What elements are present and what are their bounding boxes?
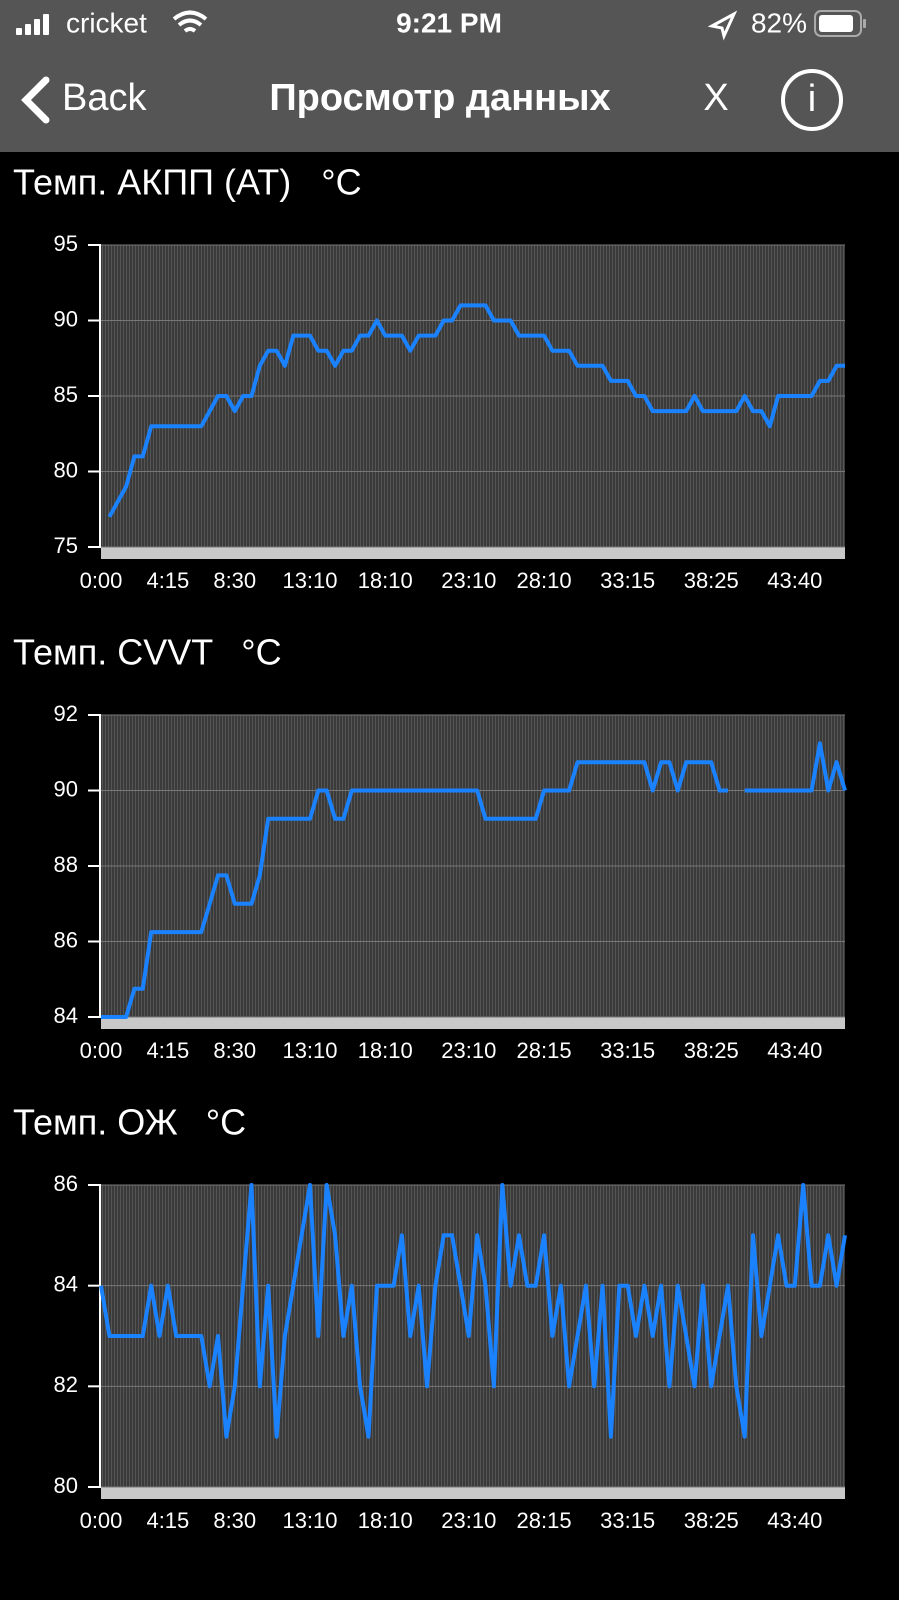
x-tick-label: 28:10 — [517, 568, 572, 593]
y-tick-label: 86 — [54, 927, 78, 952]
x-tick-label: 43:40 — [767, 1508, 822, 1533]
x-tick-label: 18:10 — [358, 1508, 413, 1533]
x-tick-label: 38:25 — [684, 1038, 739, 1063]
x-scroll-band — [101, 1017, 845, 1029]
chart-title: Темп. CVVT — [13, 632, 213, 673]
x-tick-label: 43:40 — [767, 568, 822, 593]
chart-unit: °C — [241, 632, 281, 673]
close-button[interactable]: X — [703, 77, 728, 119]
y-tick-label: 80 — [54, 1473, 78, 1498]
location-icon — [707, 10, 738, 41]
chart-unit: °C — [206, 1102, 246, 1143]
x-scroll-band — [101, 1487, 845, 1499]
y-tick-label: 84 — [54, 1003, 78, 1028]
x-tick-label: 18:10 — [358, 1038, 413, 1063]
x-tick-label: 8:30 — [213, 568, 256, 593]
x-tick-label: 28:15 — [517, 1508, 572, 1533]
x-tick-label: 4:15 — [146, 1038, 189, 1063]
top-bar — [0, 0, 899, 152]
x-tick-label: 18:10 — [358, 568, 413, 593]
x-scroll-band — [101, 547, 845, 559]
x-tick-label: 8:30 — [213, 1038, 256, 1063]
chart-unit: °C — [321, 162, 361, 203]
battery-icon — [814, 10, 866, 37]
x-tick-label: 23:10 — [441, 1038, 496, 1063]
x-tick-label: 33:15 — [600, 1038, 655, 1063]
y-tick-label: 82 — [54, 1372, 78, 1397]
signal — [16, 14, 49, 35]
x-tick-label: 28:15 — [517, 1038, 572, 1063]
x-tick-label: 23:10 — [441, 1508, 496, 1533]
info-label[interactable]: i — [808, 78, 816, 120]
y-tick-label: 92 — [54, 701, 78, 726]
data-line — [107, 303, 845, 518]
x-tick-label: 0:00 — [80, 1038, 123, 1063]
battery-percent: 82% — [751, 7, 807, 38]
back-chevron[interactable] — [21, 76, 50, 124]
x-tick-label: 8:30 — [213, 1508, 256, 1533]
x-tick-label: 13:10 — [282, 1038, 337, 1063]
back-button[interactable]: Back — [21, 76, 147, 124]
x-tick-label: 33:15 — [600, 568, 655, 593]
y-tick-label: 90 — [54, 306, 78, 331]
data-line — [101, 741, 847, 1019]
y-tick-label: 88 — [54, 852, 78, 877]
nav-title: Просмотр данных — [269, 77, 610, 119]
x-tick-label: 13:10 — [282, 1508, 337, 1533]
x-tick-label: 0:00 — [80, 1508, 123, 1533]
x-tick-label: 38:25 — [684, 568, 739, 593]
data-line — [99, 1183, 847, 1439]
y-tick-label: 95 — [54, 231, 78, 256]
x-tick-label: 38:25 — [684, 1508, 739, 1533]
back-label[interactable]: Back — [62, 77, 147, 119]
x-tick-label: 23:10 — [441, 568, 496, 593]
y-tick-label: 86 — [54, 1171, 78, 1196]
y-tick-label: 75 — [54, 533, 78, 558]
x-tick-label: 4:15 — [146, 568, 189, 593]
x-tick-label: 13:10 — [282, 568, 337, 593]
y-tick-label: 84 — [54, 1271, 78, 1296]
x-tick-label: 4:15 — [146, 1508, 189, 1533]
wifi-icon — [172, 10, 208, 33]
info-button[interactable] — [781, 69, 843, 131]
chart-title: Темп. АКПП (AT) — [13, 162, 291, 203]
y-tick-label: 90 — [54, 776, 78, 801]
x-tick-label: 43:40 — [767, 1038, 822, 1063]
y-tick-label: 85 — [54, 382, 78, 407]
x-tick-label: 0:00 — [80, 568, 123, 593]
clock: 9:21 PM — [396, 7, 502, 38]
chart-title: Темп. ОЖ — [13, 1102, 178, 1143]
y-tick-label: 80 — [54, 457, 78, 482]
carrier: cricket — [66, 7, 147, 38]
x-tick-label: 33:15 — [600, 1508, 655, 1533]
